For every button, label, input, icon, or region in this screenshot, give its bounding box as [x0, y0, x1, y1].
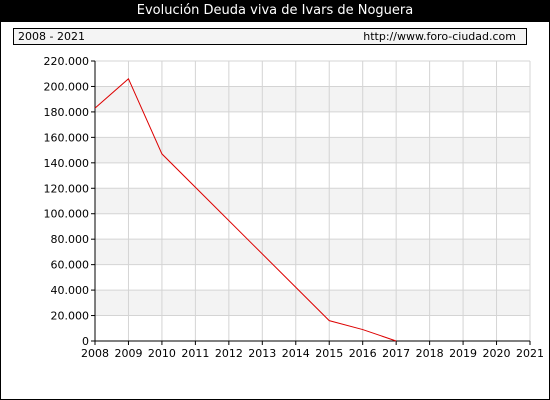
x-tick-label: 2021: [516, 347, 544, 360]
x-tick-label: 2014: [282, 347, 310, 360]
y-tick-label: 140.000: [44, 157, 90, 170]
source-url[interactable]: http://www.foro-ciudad.com: [363, 30, 516, 43]
y-tick-label: 220.000: [44, 55, 90, 68]
plot-band: [95, 188, 530, 214]
y-tick-label: 120.000: [44, 182, 90, 195]
x-tick-label: 2018: [416, 347, 444, 360]
x-tick-label: 2013: [248, 347, 276, 360]
period-label: 2008 - 2021: [18, 30, 85, 43]
x-tick-label: 2017: [382, 347, 410, 360]
y-tick-label: 40.000: [51, 284, 90, 297]
x-tick-label: 2009: [114, 347, 142, 360]
x-tick-label: 2019: [449, 347, 477, 360]
y-tick-label: 180.000: [44, 106, 90, 119]
y-tick-label: 60.000: [51, 259, 90, 272]
x-tick-label: 2020: [483, 347, 511, 360]
x-tick-label: 2011: [181, 347, 209, 360]
x-tick-label: 2016: [349, 347, 377, 360]
y-tick-label: 20.000: [51, 310, 90, 323]
y-tick-label: 100.000: [44, 208, 90, 221]
y-tick-label: 80.000: [51, 233, 90, 246]
x-tick-label: 2015: [315, 347, 343, 360]
plot-band: [95, 239, 530, 265]
plot-band: [95, 86, 530, 112]
plot-band: [95, 137, 530, 163]
y-tick-label: 160.000: [44, 131, 90, 144]
chart-title: Evolución Deuda viva de Ivars de Noguera: [0, 0, 550, 22]
y-tick-label: 0: [82, 335, 89, 348]
x-tick-label: 2012: [215, 347, 243, 360]
x-tick-label: 2008: [81, 347, 109, 360]
plot-band: [95, 290, 530, 316]
y-tick-label: 200.000: [44, 80, 90, 93]
chart-subheader: 2008 - 2021 http://www.foro-ciudad.com: [13, 28, 527, 45]
x-tick-label: 2010: [148, 347, 176, 360]
series-line: [94, 77, 397, 342]
